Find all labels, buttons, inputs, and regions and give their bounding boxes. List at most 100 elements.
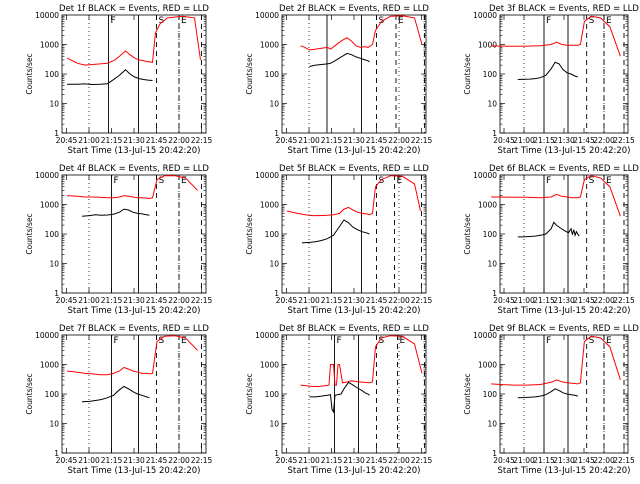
x-tick-label: 21:00 (78, 456, 100, 465)
marker-label: S (589, 16, 595, 26)
marker-label: S (159, 176, 165, 186)
y-tick-label: 100 (483, 230, 498, 239)
y-axis-label: Counts/sec (463, 373, 472, 414)
x-tick-label: 22:15 (411, 456, 433, 465)
panel-title: Det 9f BLACK = Events, RED = LLD (489, 324, 639, 334)
x-tick-label: 22:00 (168, 456, 190, 465)
x-tick-label: 21:15 (321, 136, 343, 145)
x-tick-label: 21:15 (101, 296, 123, 305)
x-axis-label: Start Time (13-Jul-15 20:42:20) (288, 466, 421, 476)
lld-series-line (286, 175, 421, 217)
x-tick-label: 21:45 (146, 136, 168, 145)
x-tick-label: 21:45 (366, 296, 388, 305)
events-series-line (309, 52, 370, 67)
y-tick-label: 1 (274, 449, 279, 458)
x-tick-label: 21:15 (321, 296, 343, 305)
x-tick-label: 21:00 (78, 136, 100, 145)
y-axis-label: Counts/sec (25, 373, 34, 414)
y-axis-label: Counts/sec (463, 53, 472, 94)
x-tick-label: 21:45 (573, 456, 595, 465)
x-tick-label: 21:30 (343, 296, 365, 305)
x-tick-label: 22:00 (168, 296, 190, 305)
marker-label: S (379, 336, 385, 346)
x-tick-label: 22:00 (593, 456, 615, 465)
y-tick-label: 100 (265, 230, 280, 239)
x-axis-label: Start Time (13-Jul-15 20:42:20) (498, 146, 631, 156)
lld-series-line (300, 335, 423, 387)
y-tick-label: 1 (492, 449, 497, 458)
marker-label: E (181, 16, 187, 26)
y-axis-label: Counts/sec (245, 213, 254, 254)
y-tick-label: 100 (483, 390, 498, 399)
y-tick-label: 10000 (473, 171, 497, 180)
events-series-line (301, 219, 370, 244)
marker-label: E (400, 336, 406, 346)
panel-8: Det 8f BLACK = Events, RED = LLD 1 10 100 10… (245, 324, 433, 476)
panel-9: Det 9f BLACK = Events, RED = LLD 1 10 100 10… (463, 324, 639, 476)
x-tick-label: 22:15 (613, 456, 635, 465)
y-tick-label: 10000 (473, 11, 497, 20)
y-tick-label: 10 (487, 100, 497, 109)
x-tick-label: 22:00 (388, 136, 410, 145)
lld-series-line (66, 175, 198, 200)
y-tick-label: 1 (54, 289, 59, 298)
plot-frame (281, 334, 427, 454)
panel-title: Det 5f BLACK = Events, RED = LLD (279, 164, 429, 174)
x-axis-label: Start Time (13-Jul-15 20:42:20) (498, 306, 631, 316)
x-tick-label: 22:15 (411, 296, 433, 305)
x-tick-label: 21:00 (78, 296, 100, 305)
x-tick-label: 22:00 (168, 136, 190, 145)
x-tick-label: 22:15 (191, 456, 213, 465)
x-tick-label: 22:00 (593, 136, 615, 145)
x-axis-label: Start Time (13-Jul-15 20:42:20) (288, 146, 421, 156)
y-tick-label: 10000 (255, 11, 279, 20)
marker-label: E (398, 16, 404, 26)
plot-frame (61, 334, 207, 454)
plot-frame (499, 174, 629, 294)
y-tick-label: 1 (492, 289, 497, 298)
marker-label: F (114, 336, 119, 346)
panel-title: Det 7f BLACK = Events, RED = LLD (59, 324, 209, 334)
x-tick-label: 21:00 (298, 296, 320, 305)
x-tick-label: 21:30 (123, 136, 145, 145)
plot-frame (499, 14, 629, 134)
panel-title: Det 3f BLACK = Events, RED = LLD (489, 4, 639, 14)
x-tick-label: 22:15 (411, 136, 433, 145)
y-tick-label: 1000 (40, 361, 59, 370)
x-tick-label: 22:00 (388, 456, 410, 465)
events-series-line (81, 208, 150, 217)
y-tick-label: 10000 (35, 11, 59, 20)
panel-title: Det 2f BLACK = Events, RED = LLD (279, 4, 429, 14)
lld-series-line (66, 335, 198, 376)
events-series-line (517, 61, 578, 80)
events-series-line (517, 221, 580, 238)
panel-1: Det 1f BLACK = Events, RED = LLD 1 10 100 10… (25, 4, 213, 156)
events-series-line (309, 381, 370, 414)
y-tick-label: 1000 (260, 41, 279, 50)
y-tick-label: 10 (487, 420, 497, 429)
y-tick-label: 10000 (255, 331, 279, 340)
y-tick-label: 1 (274, 289, 279, 298)
y-axis-label: Counts/sec (25, 53, 34, 94)
x-tick-label: 21:15 (321, 456, 343, 465)
y-tick-label: 1000 (260, 361, 279, 370)
plot-frame (499, 334, 629, 454)
marker-label: E (606, 16, 612, 26)
x-tick-label: 22:15 (191, 296, 213, 305)
marker-label: E (606, 176, 612, 186)
y-tick-label: 1 (54, 129, 59, 138)
x-axis-label: Start Time (13-Jul-15 20:42:20) (288, 306, 421, 316)
events-series-line (81, 385, 150, 403)
lld-series-line (491, 335, 621, 386)
marker-label: F (114, 176, 119, 186)
events-series-line (517, 388, 578, 399)
y-tick-label: 10000 (35, 171, 59, 180)
x-tick-label: 21:15 (533, 136, 555, 145)
x-tick-label: 20:45 (493, 456, 515, 465)
y-axis-label: Counts/sec (245, 373, 254, 414)
x-tick-label: 21:30 (553, 296, 575, 305)
x-tick-label: 21:15 (101, 136, 123, 145)
y-tick-label: 10000 (35, 331, 59, 340)
panel-title: Det 6f BLACK = Events, RED = LLD (489, 164, 639, 174)
